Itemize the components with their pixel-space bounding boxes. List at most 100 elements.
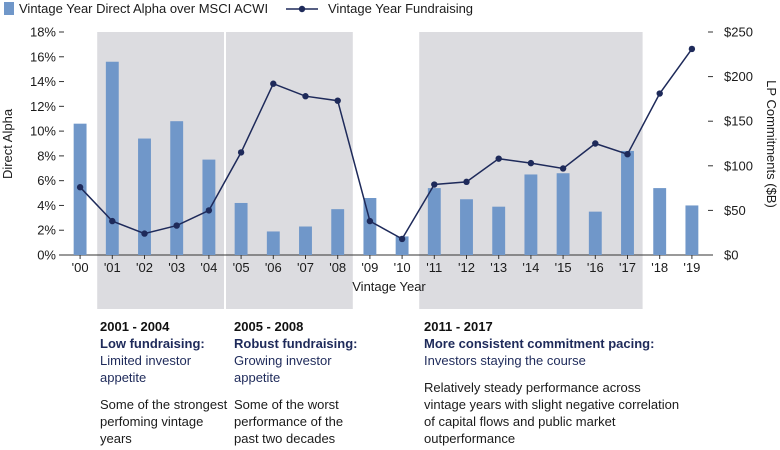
y-tick-label: 4% <box>37 198 56 213</box>
line-point <box>398 235 406 243</box>
bar <box>331 209 345 255</box>
y-tick-label: 10% <box>30 124 56 139</box>
x-tick-label: '18 <box>651 260 668 275</box>
bar <box>492 206 506 255</box>
y-tick-label: 2% <box>37 223 56 238</box>
x-tick-label: '08 <box>329 260 346 275</box>
line-point <box>237 149 245 156</box>
legend: Vintage Year Direct Alpha over MSCI ACWI… <box>4 1 473 16</box>
y-tick-label: 6% <box>37 173 56 188</box>
x-axis-title: Vintage Year <box>352 279 426 294</box>
y-tick-label: 16% <box>30 49 56 64</box>
annotation-2001-2004: 2001 - 2004 Low fundraising: Limited inv… <box>100 318 228 447</box>
y2-tick-label: $200 <box>724 69 753 84</box>
bar <box>427 188 441 255</box>
line-point <box>559 165 567 172</box>
x-tick-label: '19 <box>683 260 700 275</box>
annotation-subtext: Growing investor appetite <box>234 353 332 385</box>
x-tick-label: '10 <box>394 260 411 275</box>
x-tick-label: '05 <box>233 260 250 275</box>
axes: 0% 2% 4% 6% 8% 10% 12% 14% 16% 18% $0 $50 $100 $150 $2… <box>30 25 753 263</box>
legend-bar-label: Vintage Year Direct Alpha over MSCI ACWI <box>19 1 268 16</box>
fundraising-line <box>79 48 693 240</box>
x-tick-label: '14 <box>522 260 539 275</box>
annotation-range: 2001 - 2004 <box>100 319 170 334</box>
y2-tick-label: $0 <box>724 248 738 263</box>
bar <box>266 231 280 255</box>
y2-axis-title: LP Commitments ($B) <box>764 80 779 208</box>
y-tick-label: 0% <box>37 248 56 263</box>
shaded-periods <box>97 32 643 309</box>
bar <box>138 138 151 255</box>
annotation-range: 2011 - 2017 <box>424 319 493 334</box>
y2-tick-label: $150 <box>724 114 753 129</box>
x-tick-label: '13 <box>490 260 507 275</box>
x-tick-label: '03 <box>168 260 185 275</box>
annotation-2005-2008: 2005 - 2008 Robust fundraising: Growing … <box>234 318 364 447</box>
legend-line-label: Vintage Year Fundraising <box>328 1 473 16</box>
legend-line-marker <box>298 5 306 13</box>
line-series <box>76 45 696 243</box>
bar <box>395 236 409 255</box>
shaded-period <box>419 32 643 309</box>
annotation-headline: More consistent commitment pacing: <box>424 336 655 351</box>
line-point <box>624 151 631 158</box>
bar <box>556 173 570 255</box>
line-point <box>141 230 148 237</box>
bar <box>524 174 538 255</box>
axis-labels: '00 '01 '02 '03 '04 '05 '06 '07 '08 '09 '10 '11 '12 '… <box>0 80 779 294</box>
bar <box>653 188 667 255</box>
line-point <box>656 90 663 97</box>
line-point <box>109 217 116 225</box>
bar-series <box>73 61 699 255</box>
bar <box>299 226 312 255</box>
annotation-range: 2005 - 2008 <box>234 319 304 334</box>
annotation-note: Some of the strongest perfoming vintage … <box>100 397 228 446</box>
x-tick-label: '06 <box>265 260 282 275</box>
x-tick-label: '07 <box>297 260 314 275</box>
annotation-subtext: Limited investor appetite <box>100 353 192 385</box>
line-point <box>205 207 213 214</box>
annotation-headline: Robust fundraising: <box>234 336 358 351</box>
shaded-period <box>226 32 353 309</box>
x-tick-label: '02 <box>136 260 153 275</box>
x-tick-label: '11 <box>426 260 442 275</box>
line-point <box>76 184 84 191</box>
bar <box>363 198 377 255</box>
y-tick-label: 12% <box>30 99 56 114</box>
x-tick-label: '12 <box>458 260 475 275</box>
y-tick-label: 14% <box>30 74 56 89</box>
line-point <box>688 45 696 53</box>
bar <box>460 199 473 255</box>
x-tick-label: '16 <box>587 260 604 275</box>
y-tick-label: 8% <box>37 148 56 163</box>
annotation-note: Some of the worst performance of the pas… <box>234 397 344 446</box>
line-point <box>366 217 374 225</box>
y2-tick-label: $250 <box>724 25 753 40</box>
line-point <box>431 181 438 188</box>
line-point <box>592 140 599 147</box>
x-tick-label: '09 <box>361 260 378 275</box>
bar <box>685 205 699 255</box>
y-axis-title: Direct Alpha <box>0 108 15 179</box>
bar <box>588 211 602 255</box>
bar <box>234 202 248 255</box>
line-point <box>495 155 502 162</box>
line-point <box>302 93 309 100</box>
annotation-subtext: Investors staying the course <box>424 353 586 368</box>
line-point <box>173 222 180 229</box>
x-tick-label: '04 <box>200 260 217 275</box>
x-tick-label: '15 <box>555 260 572 275</box>
line-point <box>463 178 470 186</box>
x-tick-label: '17 <box>619 260 636 275</box>
x-tick-label: '00 <box>72 260 89 275</box>
annotation-2011-2017: 2011 - 2017 More consistent commitment p… <box>424 318 684 447</box>
legend-bar-swatch <box>4 2 14 15</box>
bar <box>170 121 184 255</box>
line-point <box>270 80 277 87</box>
line-point <box>334 97 341 104</box>
bar <box>105 61 119 255</box>
x-tick-label: '01 <box>104 260 121 275</box>
y2-tick-label: $50 <box>724 203 746 218</box>
